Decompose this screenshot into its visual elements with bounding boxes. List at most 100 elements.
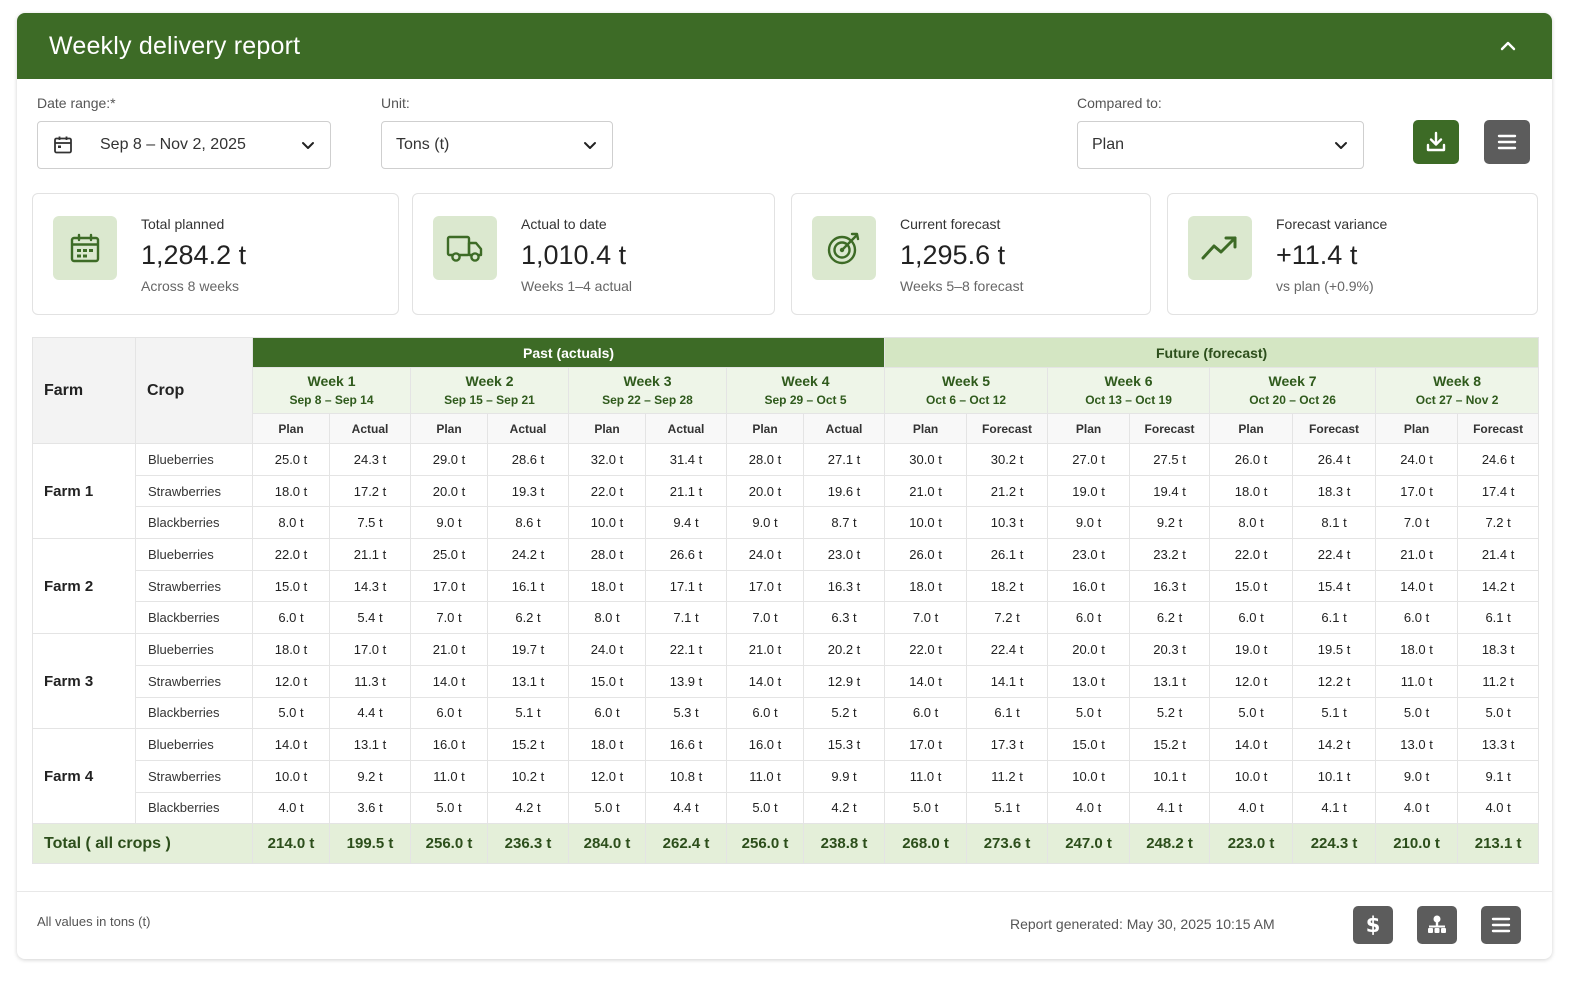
value-cell: 13.1 t (329, 728, 411, 761)
value-cell: 4.0 t (1209, 791, 1294, 825)
hierarchy-button[interactable] (1417, 906, 1457, 944)
crop-name: Strawberries (135, 759, 253, 793)
value-cell: 11.0 t (1375, 664, 1459, 698)
compared-label: Compared to: (1077, 95, 1162, 111)
value-cell: 4.0 t (1047, 791, 1131, 825)
value-cell: 17.0 t (410, 569, 488, 603)
value-cell: 16.0 t (726, 728, 804, 761)
value-cell: 14.1 t (966, 664, 1049, 698)
chevron-down-icon (1333, 137, 1349, 153)
footer-menu-button[interactable] (1481, 906, 1521, 944)
currency-button[interactable]: $ (1353, 906, 1393, 944)
value-cell: 7.0 t (884, 601, 968, 635)
collapse-button[interactable] (1496, 34, 1520, 58)
compared-select[interactable]: Plan (1077, 121, 1364, 169)
value-cell: 22.0 t (568, 474, 646, 508)
value-cell: 19.3 t (487, 474, 569, 508)
value-cell: 16.0 t (410, 728, 488, 761)
crop-name: Strawberries (135, 664, 253, 698)
value-cell: 24.6 t (1457, 443, 1540, 476)
value-cell: 16.3 t (1129, 569, 1211, 603)
value-cell: 12.0 t (252, 664, 330, 698)
value-cell: 9.2 t (329, 759, 411, 793)
value-cell: 30.0 t (884, 443, 968, 476)
week-name: Week 4 (781, 372, 830, 389)
card-subtext: Weeks 5–8 forecast (900, 278, 1024, 294)
report-panel: Weekly delivery report Date range:* Sep … (17, 13, 1552, 959)
value-cell: 10.8 t (645, 759, 727, 793)
value-cell: 6.1 t (1292, 601, 1377, 635)
farm-name: Farm 1 (32, 442, 136, 540)
table-row: Farm 1 Blueberries 25.0 t 24.3 t 29.0 t 28.6 … (32, 442, 1540, 540)
value-cell: 12.9 t (802, 664, 886, 698)
units-note: All values in tons (t) (37, 914, 151, 929)
value-cell: 27.0 t (1047, 443, 1131, 476)
page-title: Weekly delivery report (49, 31, 301, 60)
delivery-table: Farm Crop Past (actuals) Future (forecas… (32, 337, 1540, 865)
value-cell: 21.1 t (645, 474, 727, 508)
value-cell: 9.1 t (1457, 759, 1540, 793)
report-footer: All values in tons (t) Report generated:… (17, 891, 1552, 959)
value-cell: 14.2 t (1457, 569, 1540, 603)
value-cell: 4.1 t (1292, 791, 1377, 825)
value-cell: 17.1 t (645, 569, 727, 603)
target-icon (812, 216, 876, 280)
value-cell: 6.0 t (568, 696, 646, 730)
card-subtext: Across 8 weeks (141, 278, 240, 294)
date-range-label: Date range:* (37, 95, 116, 111)
report-header: Weekly delivery report (17, 13, 1552, 79)
value-cell: 16.0 t (1047, 569, 1131, 603)
value-cell: 9.4 t (645, 506, 727, 540)
group-header-future: Future (forecast) (884, 337, 1540, 368)
value-cell: 24.0 t (726, 538, 804, 571)
value-cell: 22.0 t (884, 633, 968, 666)
value-cell: 18.3 t (1292, 474, 1377, 508)
value-cell: 22.0 t (252, 538, 330, 571)
value-cell: 6.3 t (802, 601, 886, 635)
menu-button[interactable] (1484, 120, 1530, 164)
value-cell: 6.0 t (1375, 601, 1459, 635)
value-cell: 5.1 t (1292, 696, 1377, 730)
value-cell: 16.6 t (645, 728, 727, 761)
value-cell: 13.3 t (1457, 728, 1540, 761)
value-cell: 15.4 t (1292, 569, 1377, 603)
value-cell: 27.5 t (1129, 443, 1211, 476)
value-cell: 25.0 t (252, 443, 330, 476)
date-range-select[interactable]: Sep 8 – Nov 2, 2025 (37, 121, 331, 169)
sub-column-header: Plan (884, 413, 968, 444)
value-cell: 18.0 t (252, 633, 330, 666)
unit-value: Tons (t) (396, 136, 450, 153)
crop-name: Strawberries (135, 474, 253, 508)
card-label: Total planned (141, 216, 225, 232)
total-cell: 224.3 t (1292, 823, 1377, 865)
value-cell: 13.0 t (1375, 728, 1459, 761)
sub-column-header: Forecast (1292, 413, 1377, 444)
value-cell: 16.3 t (802, 569, 886, 603)
value-cell: 20.0 t (1047, 633, 1131, 666)
week-header: Week 5 Oct 6 – Oct 12 (884, 367, 1049, 414)
unit-select[interactable]: Tons (t) (381, 121, 613, 169)
total-cell: 236.3 t (487, 823, 569, 865)
value-cell: 9.2 t (1129, 506, 1211, 540)
total-row: Total ( all crops ) 214.0 t 199.5 t 256.0 t… (32, 823, 1540, 865)
week-dates: Oct 6 – Oct 12 (926, 392, 1007, 407)
value-cell: 18.3 t (1457, 633, 1540, 666)
menu-icon (1491, 917, 1511, 933)
download-button[interactable] (1413, 120, 1459, 164)
table-row: Blackberries 6.0 t 5.4 t 7.0 t 6.2 t 8.0 t 7.1… (33, 601, 1540, 635)
value-cell: 17.0 t (726, 569, 804, 603)
value-cell: 17.4 t (1457, 474, 1540, 508)
value-cell: 15.3 t (802, 728, 886, 761)
value-cell: 9.0 t (1375, 759, 1459, 793)
value-cell: 4.4 t (329, 696, 411, 730)
generated-timestamp: Report generated: May 30, 2025 10:15 AM (1010, 916, 1275, 932)
value-cell: 4.0 t (1375, 791, 1459, 825)
value-cell: 13.0 t (1047, 664, 1131, 698)
total-cell: 199.5 t (329, 823, 411, 865)
value-cell: 4.0 t (252, 791, 330, 825)
date-range-value: Sep 8 – Nov 2, 2025 (100, 136, 246, 153)
value-cell: 11.2 t (966, 759, 1049, 793)
total-cell: 284.0 t (568, 823, 646, 865)
table-row: Farm 2 Blueberries 22.0 t 21.1 t 25.0 t 24.2 … (32, 538, 1540, 635)
hierarchy-icon (1428, 915, 1446, 933)
